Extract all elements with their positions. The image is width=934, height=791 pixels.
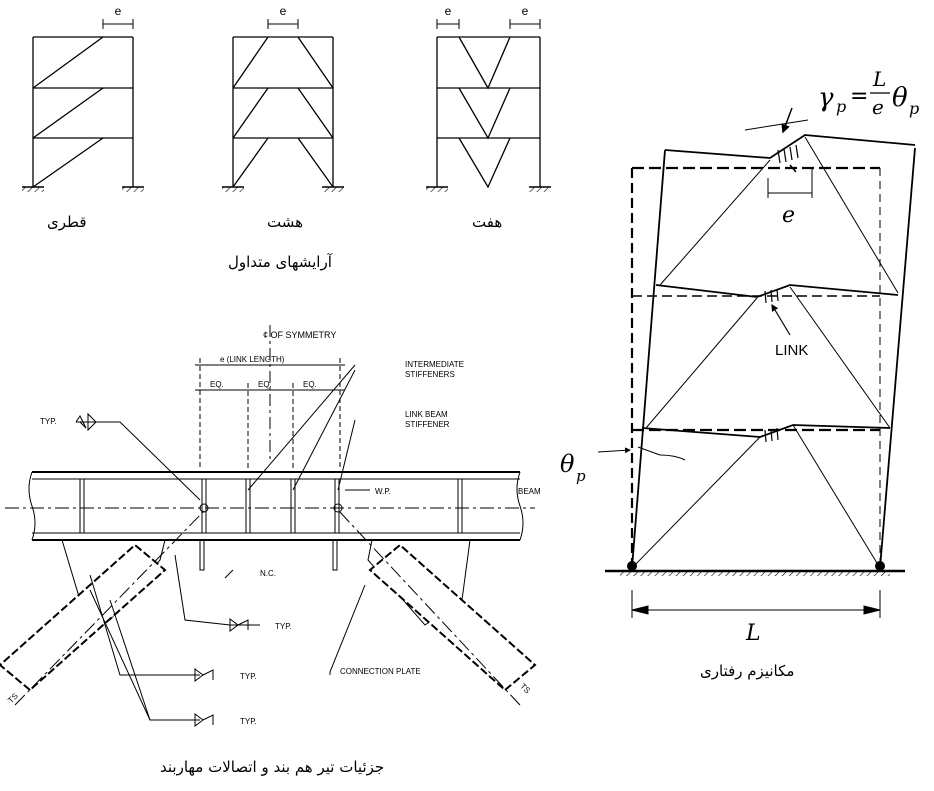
eq-label-2: EQ.	[258, 380, 272, 389]
formula-gamma-sub: p	[836, 97, 846, 116]
support-hatch	[22, 187, 44, 192]
link-beam-detail	[0, 325, 537, 727]
frame-chevron	[232, 19, 334, 188]
typ-label-d: TYP.	[240, 717, 257, 726]
caption-v: هفت	[472, 213, 503, 231]
support-hatch	[122, 187, 144, 192]
theta-p-label: θ	[560, 450, 575, 478]
nc-label: N.C.	[260, 569, 276, 578]
centerline-label: ¢ OF SYMMETRY	[263, 330, 336, 340]
link-beam-stiffener-label-1: LINK BEAM	[405, 410, 448, 419]
mechanism-diagram	[597, 107, 916, 618]
connection-plate-label: CONNECTION PLATE	[340, 667, 421, 676]
theta-p-sub: p	[576, 467, 586, 485]
e-label-4: e	[522, 4, 529, 18]
detail-title: جزئیات تیر هم بند و اتصالات مهاربند	[160, 758, 385, 776]
formula-L: L	[872, 67, 886, 91]
eq-label-3: EQ.	[303, 380, 317, 389]
intermediate-stiffeners-label-2: STIFFENERS	[405, 370, 455, 379]
formula-theta-sub: p	[909, 99, 919, 118]
mechanism-e-label: e	[782, 203, 795, 228]
ts-label-right: TS	[518, 682, 532, 696]
beam-label: BEAM	[518, 487, 541, 496]
typ-label-a: TYP.	[40, 417, 57, 426]
formula-gamma: γ	[818, 83, 834, 113]
wp-label: W.P.	[375, 487, 391, 496]
formula-e: e	[872, 95, 884, 119]
frame-v	[436, 19, 541, 189]
intermediate-stiffeners-label-1: INTERMEDIATE	[405, 360, 464, 369]
e-label-3: e	[445, 4, 452, 18]
formula-theta: θ	[892, 83, 908, 113]
formula-equals: =	[850, 84, 868, 109]
link-length-label: e (LINK LENGTH)	[220, 355, 285, 364]
frames-title: آرایشهای متداول	[228, 253, 332, 271]
link-beam-stiffener-label-2: STIFFENER	[405, 420, 450, 429]
e-label-1: e	[115, 4, 122, 18]
typ-label-c: TYP.	[240, 672, 257, 681]
link-label: LINK	[775, 342, 808, 359]
mechanism-title: مکانیزم رفتاری	[700, 662, 795, 680]
eq-label-1: EQ.	[210, 380, 224, 389]
caption-diagonal: قطری	[47, 213, 87, 231]
L-dimension-label: L	[745, 621, 761, 646]
frame-diagonal	[32, 19, 134, 188]
caption-chevron: هشت	[267, 213, 304, 231]
e-label-2: e	[280, 4, 287, 18]
ts-label-left: TS	[6, 691, 20, 705]
typ-label-b: TYP.	[275, 622, 292, 631]
